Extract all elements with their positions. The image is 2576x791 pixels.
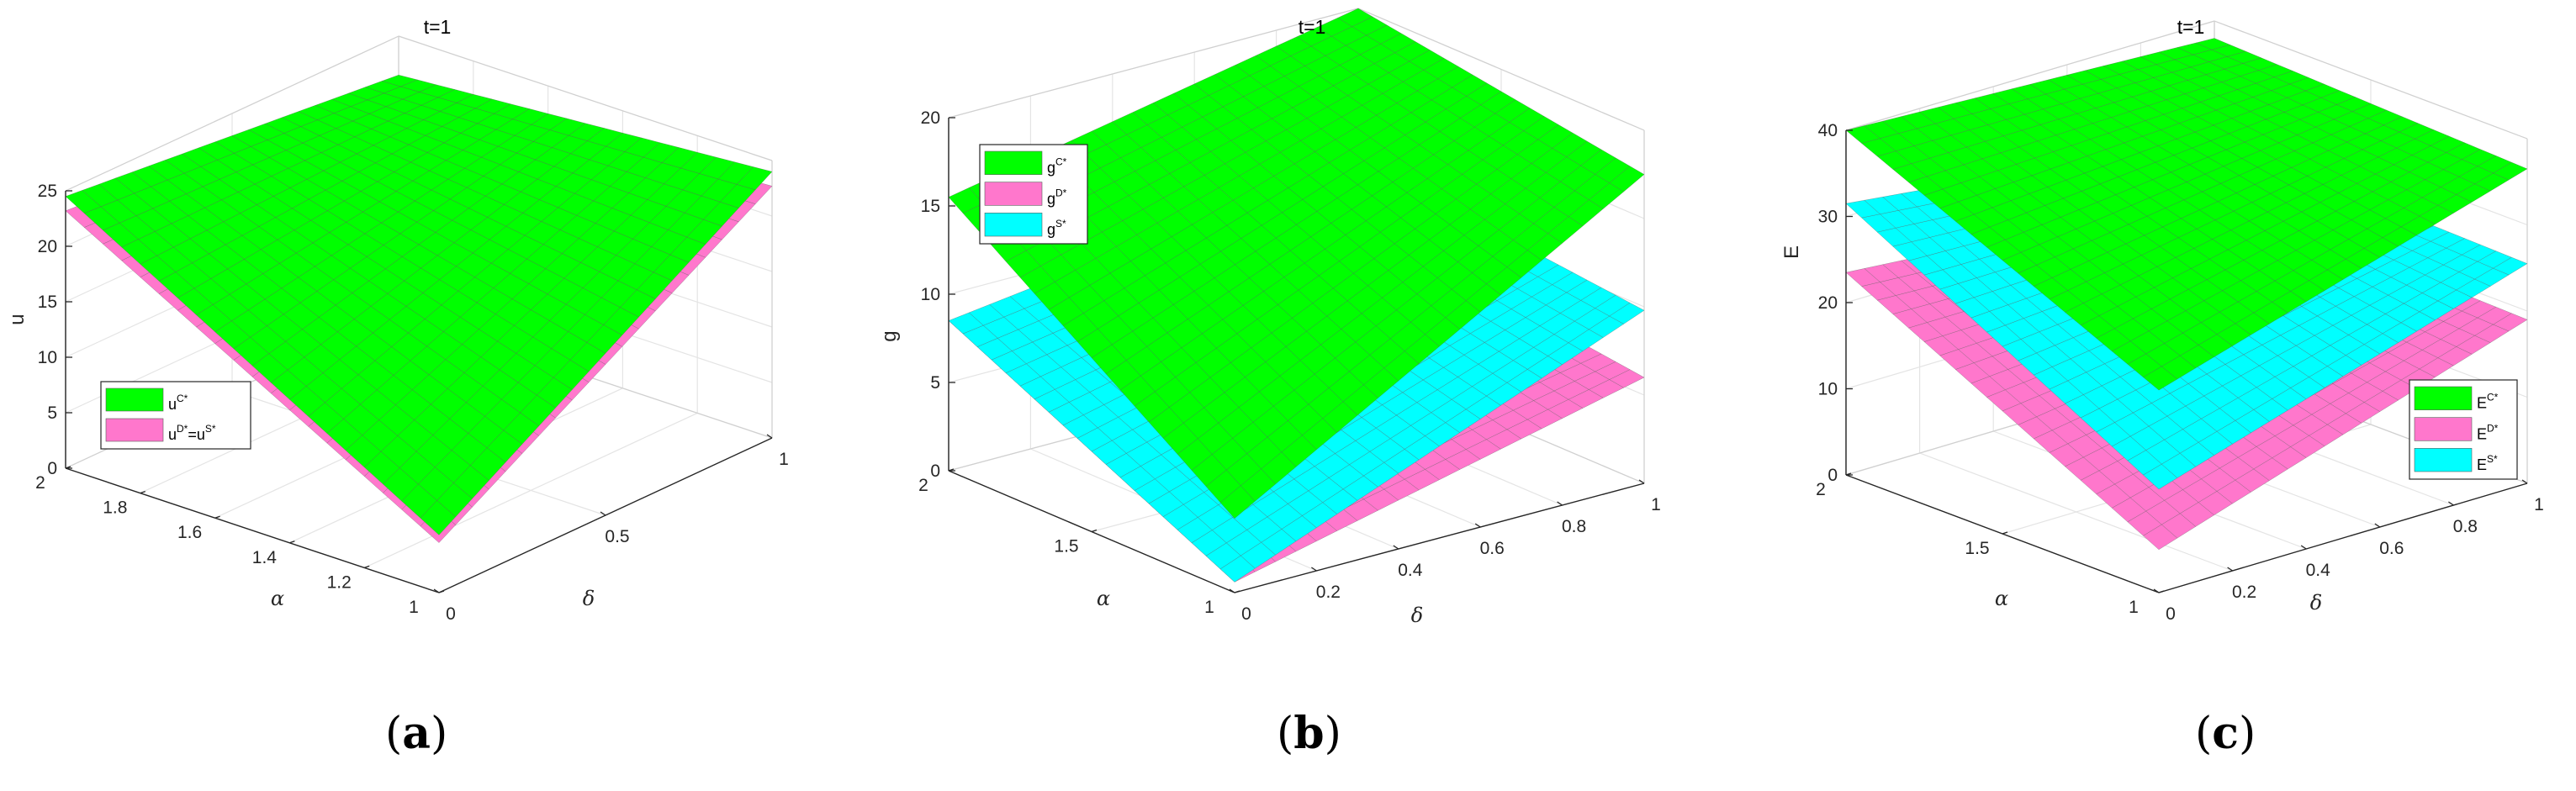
chart-title: t=1 bbox=[424, 16, 452, 38]
legend-swatch bbox=[984, 213, 1043, 237]
alpha-tick-label: 1 bbox=[2129, 598, 2139, 617]
delta-tick-label: 0.8 bbox=[2453, 517, 2478, 536]
z-tick-label: 40 bbox=[1818, 121, 1838, 140]
delta-axis-label: δ bbox=[583, 587, 595, 610]
axes-lines bbox=[65, 190, 773, 593]
alpha-tick-label: 2 bbox=[1816, 480, 1826, 499]
legend: gC* gD* gS* bbox=[979, 144, 1088, 245]
panel-caption: (a) bbox=[385, 708, 447, 759]
z-tick-label: 15 bbox=[38, 293, 57, 312]
alpha-axis-label: α bbox=[1097, 587, 1110, 610]
legend: EC* ED* ES* bbox=[2409, 379, 2518, 480]
alpha-tick-label: 1 bbox=[1204, 598, 1214, 617]
z-axis-label: E bbox=[1780, 245, 1803, 259]
alpha-tick-label: 1.6 bbox=[177, 523, 202, 542]
legend-swatch bbox=[2414, 386, 2473, 410]
delta-tick-label: 0.6 bbox=[2379, 539, 2404, 558]
delta-tick-label: 0.6 bbox=[1480, 539, 1505, 558]
chart-title: t=1 bbox=[2177, 16, 2205, 38]
delta-tick-label: 1 bbox=[2534, 495, 2544, 514]
panel-caption: (c) bbox=[2195, 708, 2256, 759]
legend-entry-label: gS* bbox=[1047, 218, 1066, 238]
z-axis-label: u bbox=[6, 314, 29, 324]
legend-entry-label: uC* bbox=[168, 393, 188, 413]
surface-c bbox=[948, 8, 1645, 519]
delta-tick-label: 0.4 bbox=[2306, 561, 2331, 580]
z-tick-label: 20 bbox=[38, 237, 57, 256]
delta-tick-label: 0.8 bbox=[1562, 517, 1586, 536]
alpha-axis-label: α bbox=[271, 587, 284, 610]
z-tick-label: 20 bbox=[921, 108, 940, 128]
delta-tick-label: 0.4 bbox=[1398, 561, 1423, 580]
legend: uC* uD*=uS* bbox=[100, 381, 251, 450]
delta-tick-label: 1 bbox=[1651, 495, 1661, 514]
z-axis-label: g bbox=[878, 330, 901, 341]
z-tick-label: 5 bbox=[47, 403, 57, 423]
legend-entry-label: gD* bbox=[1047, 187, 1067, 207]
z-tick-label: 25 bbox=[38, 182, 57, 201]
alpha-tick-label: 2 bbox=[35, 473, 45, 493]
z-tick-label: 20 bbox=[1818, 293, 1838, 313]
alpha-tick-label: 1.8 bbox=[103, 498, 127, 518]
alpha-axis-label: α bbox=[1995, 587, 2008, 610]
z-tick-label: 0 bbox=[1828, 466, 1838, 485]
legend-swatch bbox=[105, 388, 164, 412]
z-tick-label: 0 bbox=[930, 461, 940, 481]
axes-lines bbox=[948, 117, 1645, 593]
z-tick-label: 5 bbox=[930, 373, 940, 393]
legend-entry-label: uD*=uS* bbox=[168, 423, 216, 443]
legend-swatch bbox=[984, 150, 1043, 175]
delta-tick-label: 0 bbox=[1241, 604, 1251, 624]
delta-axis-label: δ bbox=[1411, 604, 1423, 627]
alpha-tick-label: 1.5 bbox=[1054, 537, 1078, 556]
z-tick-label: 0 bbox=[47, 459, 57, 478]
alpha-tick-label: 1.5 bbox=[1965, 539, 1989, 558]
delta-tick-label: 0.2 bbox=[1316, 583, 1341, 602]
surface-c bbox=[65, 74, 773, 535]
surface-c bbox=[1845, 38, 2528, 391]
z-tick-label: 10 bbox=[38, 348, 57, 367]
panel-caption: (b) bbox=[1277, 708, 1341, 759]
legend-entry-label: ED* bbox=[2477, 422, 2499, 442]
delta-tick-label: 0 bbox=[2166, 604, 2176, 624]
delta-tick-label: 0.2 bbox=[2232, 583, 2256, 602]
alpha-tick-label: 1 bbox=[409, 598, 419, 617]
delta-tick-label: 0.5 bbox=[605, 527, 629, 546]
z-tick-label: 10 bbox=[921, 285, 940, 304]
delta-tick-label: 1 bbox=[779, 450, 789, 469]
legend-entry-label: gC* bbox=[1047, 156, 1067, 177]
legend-swatch bbox=[984, 182, 1043, 206]
axes-lines bbox=[1845, 129, 2528, 593]
delta-tick-label: 0 bbox=[446, 604, 456, 624]
legend-swatch bbox=[105, 418, 164, 442]
alpha-tick-label: 1.4 bbox=[252, 548, 278, 567]
legend-swatch bbox=[2414, 448, 2473, 472]
delta-axis-label: δ bbox=[2310, 591, 2322, 614]
legend-swatch bbox=[2414, 417, 2473, 441]
chart-title: t=1 bbox=[1299, 16, 1326, 38]
legend-entry-label: ES* bbox=[2477, 453, 2498, 473]
z-tick-label: 10 bbox=[1818, 380, 1838, 399]
panel-b: 0510152011.5200.20.40.60.81t=1gαδ(b)gC*g… bbox=[878, 8, 1661, 759]
z-tick-label: 15 bbox=[921, 197, 940, 216]
z-tick-label: 30 bbox=[1818, 208, 1838, 227]
alpha-tick-label: 1.2 bbox=[327, 572, 352, 592]
alpha-tick-label: 2 bbox=[918, 476, 928, 495]
legend-entry-label: EC* bbox=[2477, 392, 2499, 412]
